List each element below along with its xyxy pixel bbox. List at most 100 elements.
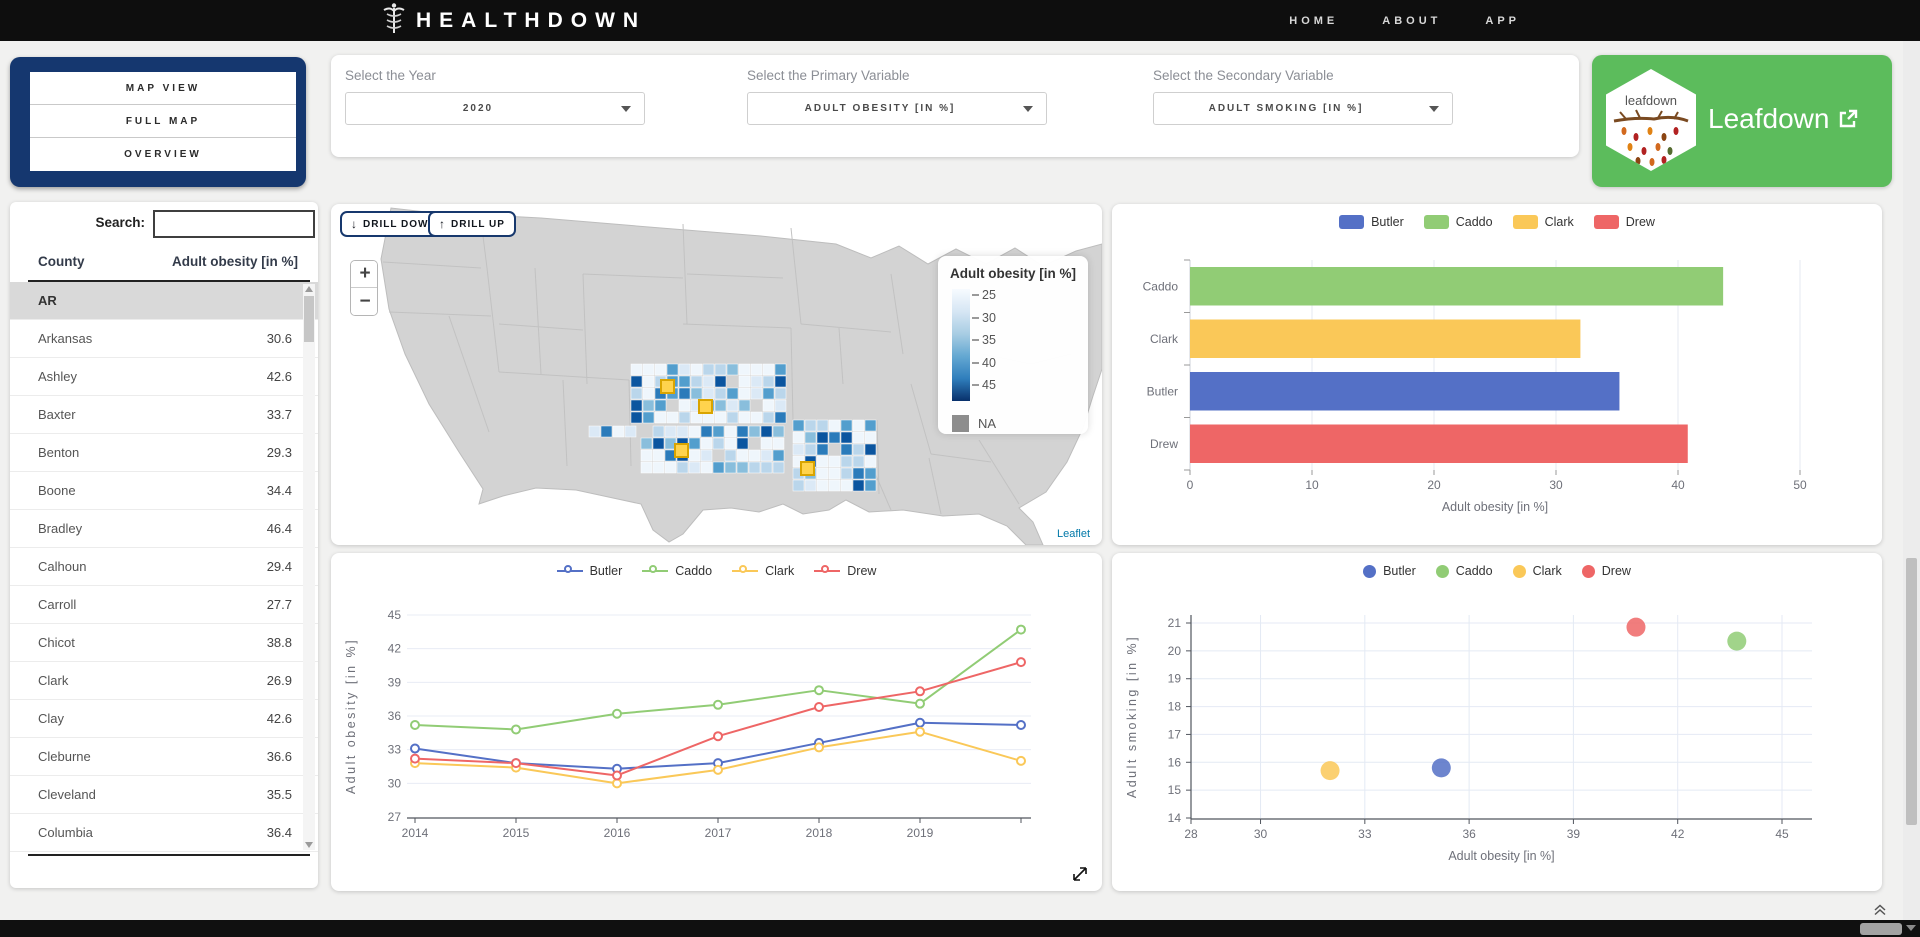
svg-text:14: 14 xyxy=(1168,811,1182,825)
footer-bar xyxy=(0,904,1920,937)
page-scrollbar[interactable] xyxy=(1903,41,1920,937)
svg-text:36: 36 xyxy=(388,709,402,723)
county-name: Benton xyxy=(38,445,80,460)
svg-text:39: 39 xyxy=(388,675,402,689)
us-map[interactable] xyxy=(331,204,1102,545)
scroll-button[interactable] xyxy=(1860,923,1902,935)
scrollbar-down-icon[interactable] xyxy=(1906,925,1916,931)
header-divider xyxy=(28,280,310,282)
table-row[interactable]: Carroll 27.7 xyxy=(10,586,318,624)
legend-tick: 25 xyxy=(972,288,996,302)
chevron-down-icon xyxy=(621,106,631,112)
svg-text:20: 20 xyxy=(1427,478,1441,492)
chevron-down-icon xyxy=(1023,106,1033,112)
table-row[interactable]: AR xyxy=(10,282,318,320)
table-row[interactable]: Cleburne 36.6 xyxy=(10,738,318,776)
legend-na-swatch xyxy=(952,415,969,432)
table-row[interactable]: Clay 42.6 xyxy=(10,700,318,738)
leafdown-card[interactable]: leafdown Leafdown xyxy=(1592,55,1892,187)
bar-chart-panel: Butler Caddo Clark Drew Caddo Clark Butler Dre… xyxy=(1112,204,1882,545)
svg-text:2016: 2016 xyxy=(604,826,631,840)
map-zoom-control: + − xyxy=(350,260,378,316)
table-row[interactable]: Clark 26.9 xyxy=(10,662,318,700)
caduceus-icon xyxy=(382,2,406,39)
legend-item[interactable]: Clark xyxy=(732,564,794,578)
table-row[interactable]: Calhoun 29.4 xyxy=(10,548,318,586)
legend-item[interactable]: Clark xyxy=(1512,215,1574,229)
secondary-variable-select[interactable]: ADULT SMOKING [IN %] xyxy=(1153,92,1453,125)
legend-item[interactable]: Drew xyxy=(1593,215,1655,229)
state-borders xyxy=(382,219,1072,515)
svg-text:2018: 2018 xyxy=(806,826,833,840)
county-name: Cleburne xyxy=(38,749,91,764)
leafdown-title: Leafdown xyxy=(1708,103,1830,134)
legend-gradient-wrap: 25 30 35 40 45 xyxy=(950,288,1078,401)
legend-label: Caddo xyxy=(1455,564,1493,578)
primary-variable-select[interactable]: ADULT OBESITY [IN %] xyxy=(747,92,1047,125)
svg-text:20: 20 xyxy=(1168,644,1182,658)
value-column-header[interactable]: Adult obesity [in %] xyxy=(172,254,298,269)
bar-chart: Caddo Clark Butler Drew 0 10 20 30 40 50 Adult obe… xyxy=(1143,259,1807,514)
svg-text:15: 15 xyxy=(1168,783,1182,797)
svg-text:42: 42 xyxy=(1671,827,1685,841)
line-chart-legend: Butler Caddo Clark Drew xyxy=(331,564,1102,578)
legend-item[interactable]: Drew xyxy=(1581,564,1631,578)
legend-item[interactable]: Caddo xyxy=(1435,564,1493,578)
chevron-up-icon xyxy=(1872,903,1888,921)
svg-text:21: 21 xyxy=(1168,616,1182,630)
legend-label: Drew xyxy=(847,564,877,578)
legend-item[interactable]: Clark xyxy=(1512,564,1562,578)
legend-item[interactable]: Caddo xyxy=(642,564,712,578)
leaflet-attribution[interactable]: Leaflet xyxy=(1056,528,1090,540)
svg-text:2015: 2015 xyxy=(503,826,530,840)
svg-text:Adult obesity [in %]: Adult obesity [in %] xyxy=(1442,500,1548,514)
overview-button[interactable]: OVERVIEW xyxy=(30,138,296,171)
legend-label: Clark xyxy=(1532,564,1562,578)
legend-item[interactable]: Butler xyxy=(1363,564,1416,578)
drill-up-label: DRILL UP xyxy=(451,218,505,230)
nav-link-about[interactable]: ABOUT xyxy=(1382,14,1442,27)
legend-label: Butler xyxy=(1383,564,1416,578)
table-row[interactable]: Benton 29.3 xyxy=(10,434,318,472)
nav-link-app[interactable]: APP xyxy=(1485,14,1520,27)
table-scrollbar[interactable] xyxy=(303,284,315,850)
legend-item[interactable]: Caddo xyxy=(1423,215,1493,229)
legend-item[interactable]: Butler xyxy=(556,564,622,578)
resize-cursor-icon xyxy=(1070,864,1090,889)
search-label: Search: xyxy=(95,215,145,230)
zoom-out-button[interactable]: − xyxy=(351,288,377,315)
table-row[interactable]: Columbia 36.4 xyxy=(10,814,318,852)
legend-item[interactable]: Drew xyxy=(814,564,876,578)
secondary-variable-value: ADULT SMOKING [IN %] xyxy=(1208,103,1364,114)
table-row[interactable]: Boone 34.4 xyxy=(10,472,318,510)
search-input[interactable] xyxy=(153,210,315,238)
county-name: Cleveland xyxy=(38,787,96,802)
legend-label: Butler xyxy=(1371,215,1404,229)
year-select[interactable]: 2020 xyxy=(345,92,645,125)
table-row[interactable]: Chicot 38.8 xyxy=(10,624,318,662)
county-name: Clark xyxy=(38,673,69,688)
table-row[interactable]: Ashley 42.6 xyxy=(10,358,318,396)
map-view-button[interactable]: MAP VIEW xyxy=(30,72,296,105)
legend-swatch-icon xyxy=(1581,564,1595,578)
nav-link-home[interactable]: HOME xyxy=(1289,14,1339,27)
leafdown-logo-text: leafdown xyxy=(1624,93,1678,108)
drill-up-button[interactable]: ↑ DRILL UP xyxy=(428,211,516,237)
scroll-up-icon[interactable] xyxy=(305,286,313,292)
county-value: 42.6 xyxy=(266,369,292,384)
county-name: Clay xyxy=(38,711,65,726)
legend-tick: 40 xyxy=(972,356,996,370)
table-row[interactable]: Baxter 33.7 xyxy=(10,396,318,434)
legend-item[interactable]: Butler xyxy=(1339,215,1404,229)
table-row[interactable]: Arkansas 30.6 xyxy=(10,320,318,358)
table-row[interactable]: Cleveland 35.5 xyxy=(10,776,318,814)
county-column-header[interactable]: County xyxy=(38,254,85,269)
zoom-in-button[interactable]: + xyxy=(351,261,377,288)
scroll-down-icon[interactable] xyxy=(305,842,313,848)
full-map-button[interactable]: FULL MAP xyxy=(30,105,296,138)
county-value: 26.9 xyxy=(266,673,292,688)
page-scrollbar-thumb[interactable] xyxy=(1906,558,1917,825)
table-row[interactable]: Bradley 46.4 xyxy=(10,510,318,548)
scatter-chart: 28 30 33 36 39 42 45 14 15 16 17 18 19 20 21 Adult obes… xyxy=(1125,615,1812,863)
table-scrollbar-thumb[interactable] xyxy=(304,296,314,342)
